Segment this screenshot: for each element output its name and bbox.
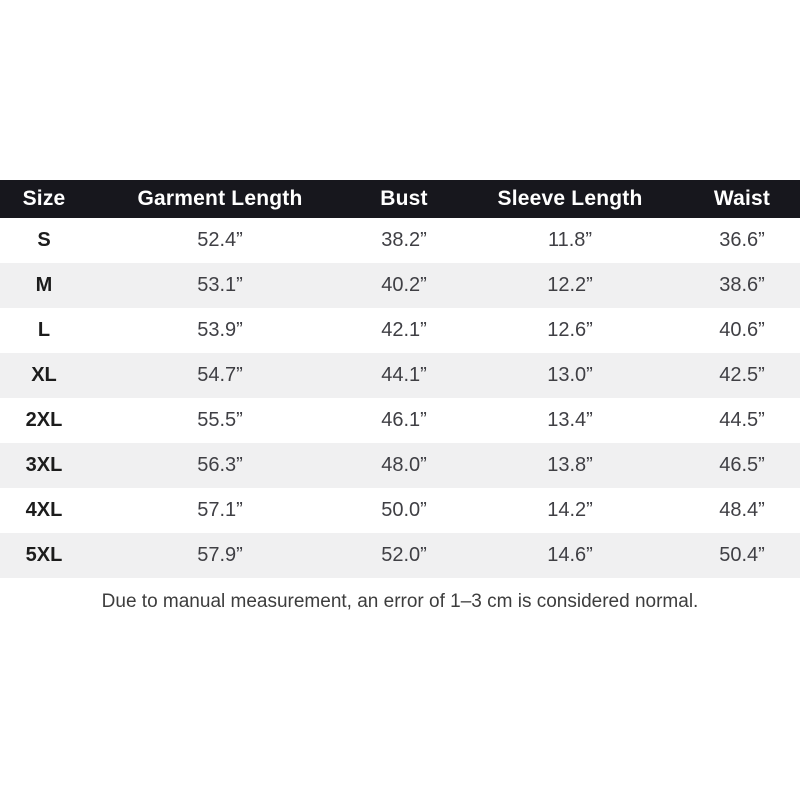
cell-sleeve-length: 13.0” [547, 364, 593, 386]
table-row-s: S 52.4” 38.2” 11.8” 36.6” [0, 218, 800, 263]
cell-garment-length: 55.5” [197, 409, 243, 431]
cell-garment-length: 57.1” [197, 499, 243, 521]
measurement-note: Due to manual measurement, an error of 1… [101, 591, 699, 612]
table-row-l: L 53.9” 42.1” 12.6” 40.6” [0, 308, 800, 353]
cell-garment-length: 52.4” [197, 229, 243, 251]
cell-size: 5XL [25, 544, 63, 566]
cell-bust: 38.2” [381, 229, 427, 251]
cell-garment-length: 56.3” [197, 454, 243, 476]
cell-garment-length: 54.7” [197, 364, 243, 386]
column-header-garment-length: Garment Length [88, 180, 352, 218]
cell-size: XL [31, 364, 57, 386]
cell-garment-length: 53.9” [197, 319, 243, 341]
cell-sleeve-length: 12.2” [547, 274, 593, 296]
cell-waist: 48.4” [719, 499, 765, 521]
cell-bust: 46.1” [381, 409, 427, 431]
table-row-5xl: 5XL 57.9” 52.0” 14.6” 50.4” [0, 533, 800, 578]
cell-waist: 42.5” [719, 364, 765, 386]
table-row-m: M 53.1” 40.2” 12.2” 38.6” [0, 263, 800, 308]
size-chart-table: Size Garment Length Bust Sleeve Length W… [0, 180, 800, 578]
cell-size: 2XL [25, 409, 63, 431]
table-row-3xl: 3XL 56.3” 48.0” 13.8” 46.5” [0, 443, 800, 488]
column-header-size: Size [0, 180, 88, 218]
cell-sleeve-length: 13.4” [547, 409, 593, 431]
cell-bust: 44.1” [381, 364, 427, 386]
cell-size: 3XL [25, 454, 63, 476]
table-row-2xl: 2XL 55.5” 46.1” 13.4” 44.5” [0, 398, 800, 443]
cell-size: L [37, 319, 51, 341]
cell-bust: 50.0” [381, 499, 427, 521]
cell-sleeve-length: 11.8” [547, 229, 593, 251]
cell-bust: 42.1” [381, 319, 427, 341]
cell-waist: 38.6” [719, 274, 765, 296]
table-row-4xl: 4XL 57.1” 50.0” 14.2” 48.4” [0, 488, 800, 533]
cell-waist: 50.4” [719, 544, 765, 566]
cell-garment-length: 57.9” [197, 544, 243, 566]
cell-waist: 36.6” [719, 229, 765, 251]
cell-waist: 46.5” [719, 454, 765, 476]
cell-garment-length: 53.1” [197, 274, 243, 296]
cell-sleeve-length: 13.8” [547, 454, 593, 476]
cell-bust: 40.2” [381, 274, 427, 296]
column-header-sleeve-length: Sleeve Length [456, 180, 684, 218]
header-row: Size Garment Length Bust Sleeve Length W… [0, 180, 800, 218]
column-header-bust: Bust [352, 180, 456, 218]
cell-size: S [37, 229, 51, 251]
cell-sleeve-length: 14.2” [547, 499, 593, 521]
cell-waist: 44.5” [719, 409, 765, 431]
column-header-waist: Waist [684, 180, 800, 218]
cell-sleeve-length: 14.6” [547, 544, 593, 566]
cell-size: M [35, 274, 53, 296]
table-row-xl: XL 54.7” 44.1” 13.0” 42.5” [0, 353, 800, 398]
cell-sleeve-length: 12.6” [547, 319, 593, 341]
cell-size: 4XL [25, 499, 63, 521]
cell-waist: 40.6” [719, 319, 765, 341]
cell-bust: 52.0” [381, 544, 427, 566]
cell-bust: 48.0” [381, 454, 427, 476]
